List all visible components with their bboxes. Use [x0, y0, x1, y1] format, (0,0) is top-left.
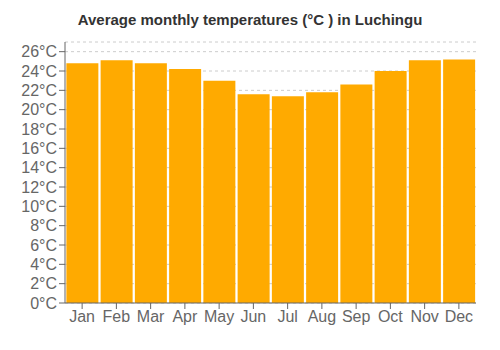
svg-text:Jul: Jul	[277, 308, 297, 325]
svg-text:16°C: 16°C	[21, 140, 57, 157]
svg-text:Jan: Jan	[69, 308, 95, 325]
svg-text:22°C: 22°C	[21, 82, 57, 99]
svg-text:Aug: Aug	[308, 308, 336, 325]
svg-text:May: May	[204, 308, 234, 325]
svg-text:18°C: 18°C	[21, 121, 57, 138]
svg-text:4°C: 4°C	[30, 256, 57, 273]
svg-text:6°C: 6°C	[30, 237, 57, 254]
svg-text:Oct: Oct	[378, 308, 403, 325]
svg-text:0°C: 0°C	[30, 295, 57, 312]
svg-text:Dec: Dec	[445, 308, 473, 325]
svg-text:10°C: 10°C	[21, 198, 57, 215]
svg-text:Apr: Apr	[172, 308, 198, 325]
svg-text:Feb: Feb	[103, 308, 131, 325]
svg-text:8°C: 8°C	[30, 217, 57, 234]
svg-text:Jun: Jun	[240, 308, 266, 325]
svg-text:26°C: 26°C	[21, 43, 57, 60]
svg-text:Sep: Sep	[342, 308, 371, 325]
svg-text:20°C: 20°C	[21, 101, 57, 118]
svg-text:2°C: 2°C	[30, 275, 57, 292]
svg-text:Nov: Nov	[410, 308, 438, 325]
svg-text:24°C: 24°C	[21, 63, 57, 80]
html-text:Average monthly temperatures (: Average monthly temperatures (°C ) in Lu…	[77, 11, 423, 28]
svg-text:14°C: 14°C	[21, 159, 57, 176]
svg-text:Mar: Mar	[137, 308, 165, 325]
svg-text:12°C: 12°C	[21, 179, 57, 196]
